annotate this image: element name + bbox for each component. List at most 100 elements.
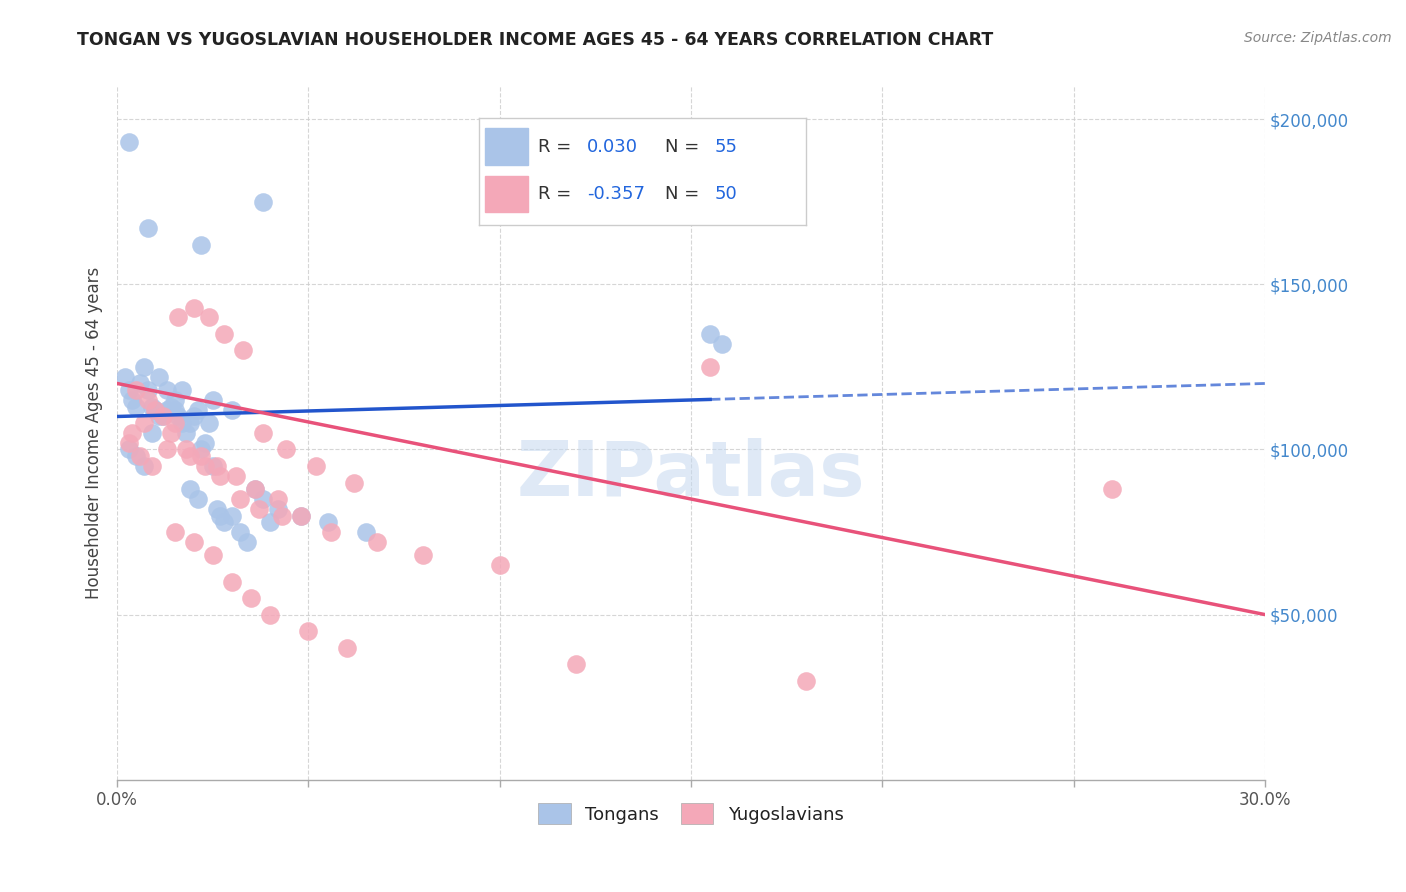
Point [290, 508, 312, 523]
Point [198, 310, 221, 325]
Point [221, 574, 243, 589]
Point [228, 524, 250, 539]
Point [699, 326, 721, 341]
Point [252, 425, 274, 440]
Point [267, 502, 290, 516]
Point [236, 535, 259, 549]
Point [125, 400, 148, 414]
Point [132, 359, 155, 374]
Point [274, 442, 297, 457]
Point [205, 502, 228, 516]
Point [270, 508, 292, 523]
Point [156, 383, 179, 397]
Point [163, 416, 186, 430]
Point [412, 548, 434, 562]
Point [243, 482, 266, 496]
Point [179, 449, 201, 463]
Point [172, 416, 194, 430]
Point [336, 640, 359, 655]
Point [163, 524, 186, 539]
Legend: Tongans, Yugoslavians: Tongans, Yugoslavians [530, 794, 852, 833]
Point [194, 458, 217, 473]
Point [183, 535, 205, 549]
Point [183, 409, 205, 424]
Point [794, 673, 817, 688]
Point [221, 403, 243, 417]
Point [152, 409, 174, 424]
Point [343, 475, 366, 490]
Point [163, 403, 186, 417]
Point [174, 425, 197, 440]
Text: TONGAN VS YUGOSLAVIAN HOUSEHOLDER INCOME AGES 45 - 64 YEARS CORRELATION CHART: TONGAN VS YUGOSLAVIAN HOUSEHOLDER INCOME… [77, 31, 994, 49]
Point [190, 449, 212, 463]
Point [710, 336, 733, 351]
Point [159, 400, 181, 414]
Point [186, 491, 208, 506]
Point [354, 524, 377, 539]
Point [118, 383, 141, 397]
Point [186, 403, 208, 417]
Point [159, 425, 181, 440]
Point [214, 515, 236, 529]
Point [114, 369, 136, 384]
Point [488, 558, 510, 572]
Point [221, 508, 243, 523]
Point [121, 392, 143, 407]
Point [297, 624, 319, 638]
Point [321, 524, 343, 539]
Point [305, 458, 328, 473]
Y-axis label: Householder Income Ages 45 - 64 years: Householder Income Ages 45 - 64 years [86, 267, 103, 599]
Point [179, 482, 201, 496]
Point [156, 442, 179, 457]
Point [136, 392, 159, 407]
Point [198, 416, 221, 430]
Point [243, 482, 266, 496]
Point [129, 449, 152, 463]
Point [172, 383, 194, 397]
Text: ZIPatlas: ZIPatlas [516, 438, 865, 512]
Point [565, 657, 588, 671]
Point [167, 409, 190, 424]
Point [214, 326, 236, 341]
Point [232, 343, 254, 358]
Point [136, 383, 159, 397]
Point [167, 310, 190, 325]
Point [148, 369, 170, 384]
Point [316, 515, 339, 529]
Point [240, 591, 263, 605]
Point [118, 436, 141, 450]
Point [141, 425, 163, 440]
Point [125, 383, 148, 397]
Point [290, 508, 312, 523]
Point [118, 442, 141, 457]
Point [190, 237, 212, 252]
Point [201, 548, 224, 562]
Point [125, 449, 148, 463]
Point [118, 136, 141, 150]
Point [183, 301, 205, 315]
Point [145, 403, 167, 417]
Point [174, 442, 197, 457]
Point [201, 392, 224, 407]
Point [267, 491, 290, 506]
Point [132, 458, 155, 473]
Point [121, 425, 143, 440]
Point [194, 436, 217, 450]
Point [129, 376, 152, 391]
Point [699, 359, 721, 374]
Point [148, 409, 170, 424]
Text: Source: ZipAtlas.com: Source: ZipAtlas.com [1244, 31, 1392, 45]
Point [163, 392, 186, 407]
Point [366, 535, 388, 549]
Point [156, 403, 179, 417]
Point [259, 607, 281, 622]
Point [209, 508, 232, 523]
Point [228, 491, 250, 506]
Point [141, 400, 163, 414]
Point [132, 416, 155, 430]
Point [252, 194, 274, 209]
Point [201, 458, 224, 473]
Point [141, 458, 163, 473]
Point [152, 409, 174, 424]
Point [205, 458, 228, 473]
